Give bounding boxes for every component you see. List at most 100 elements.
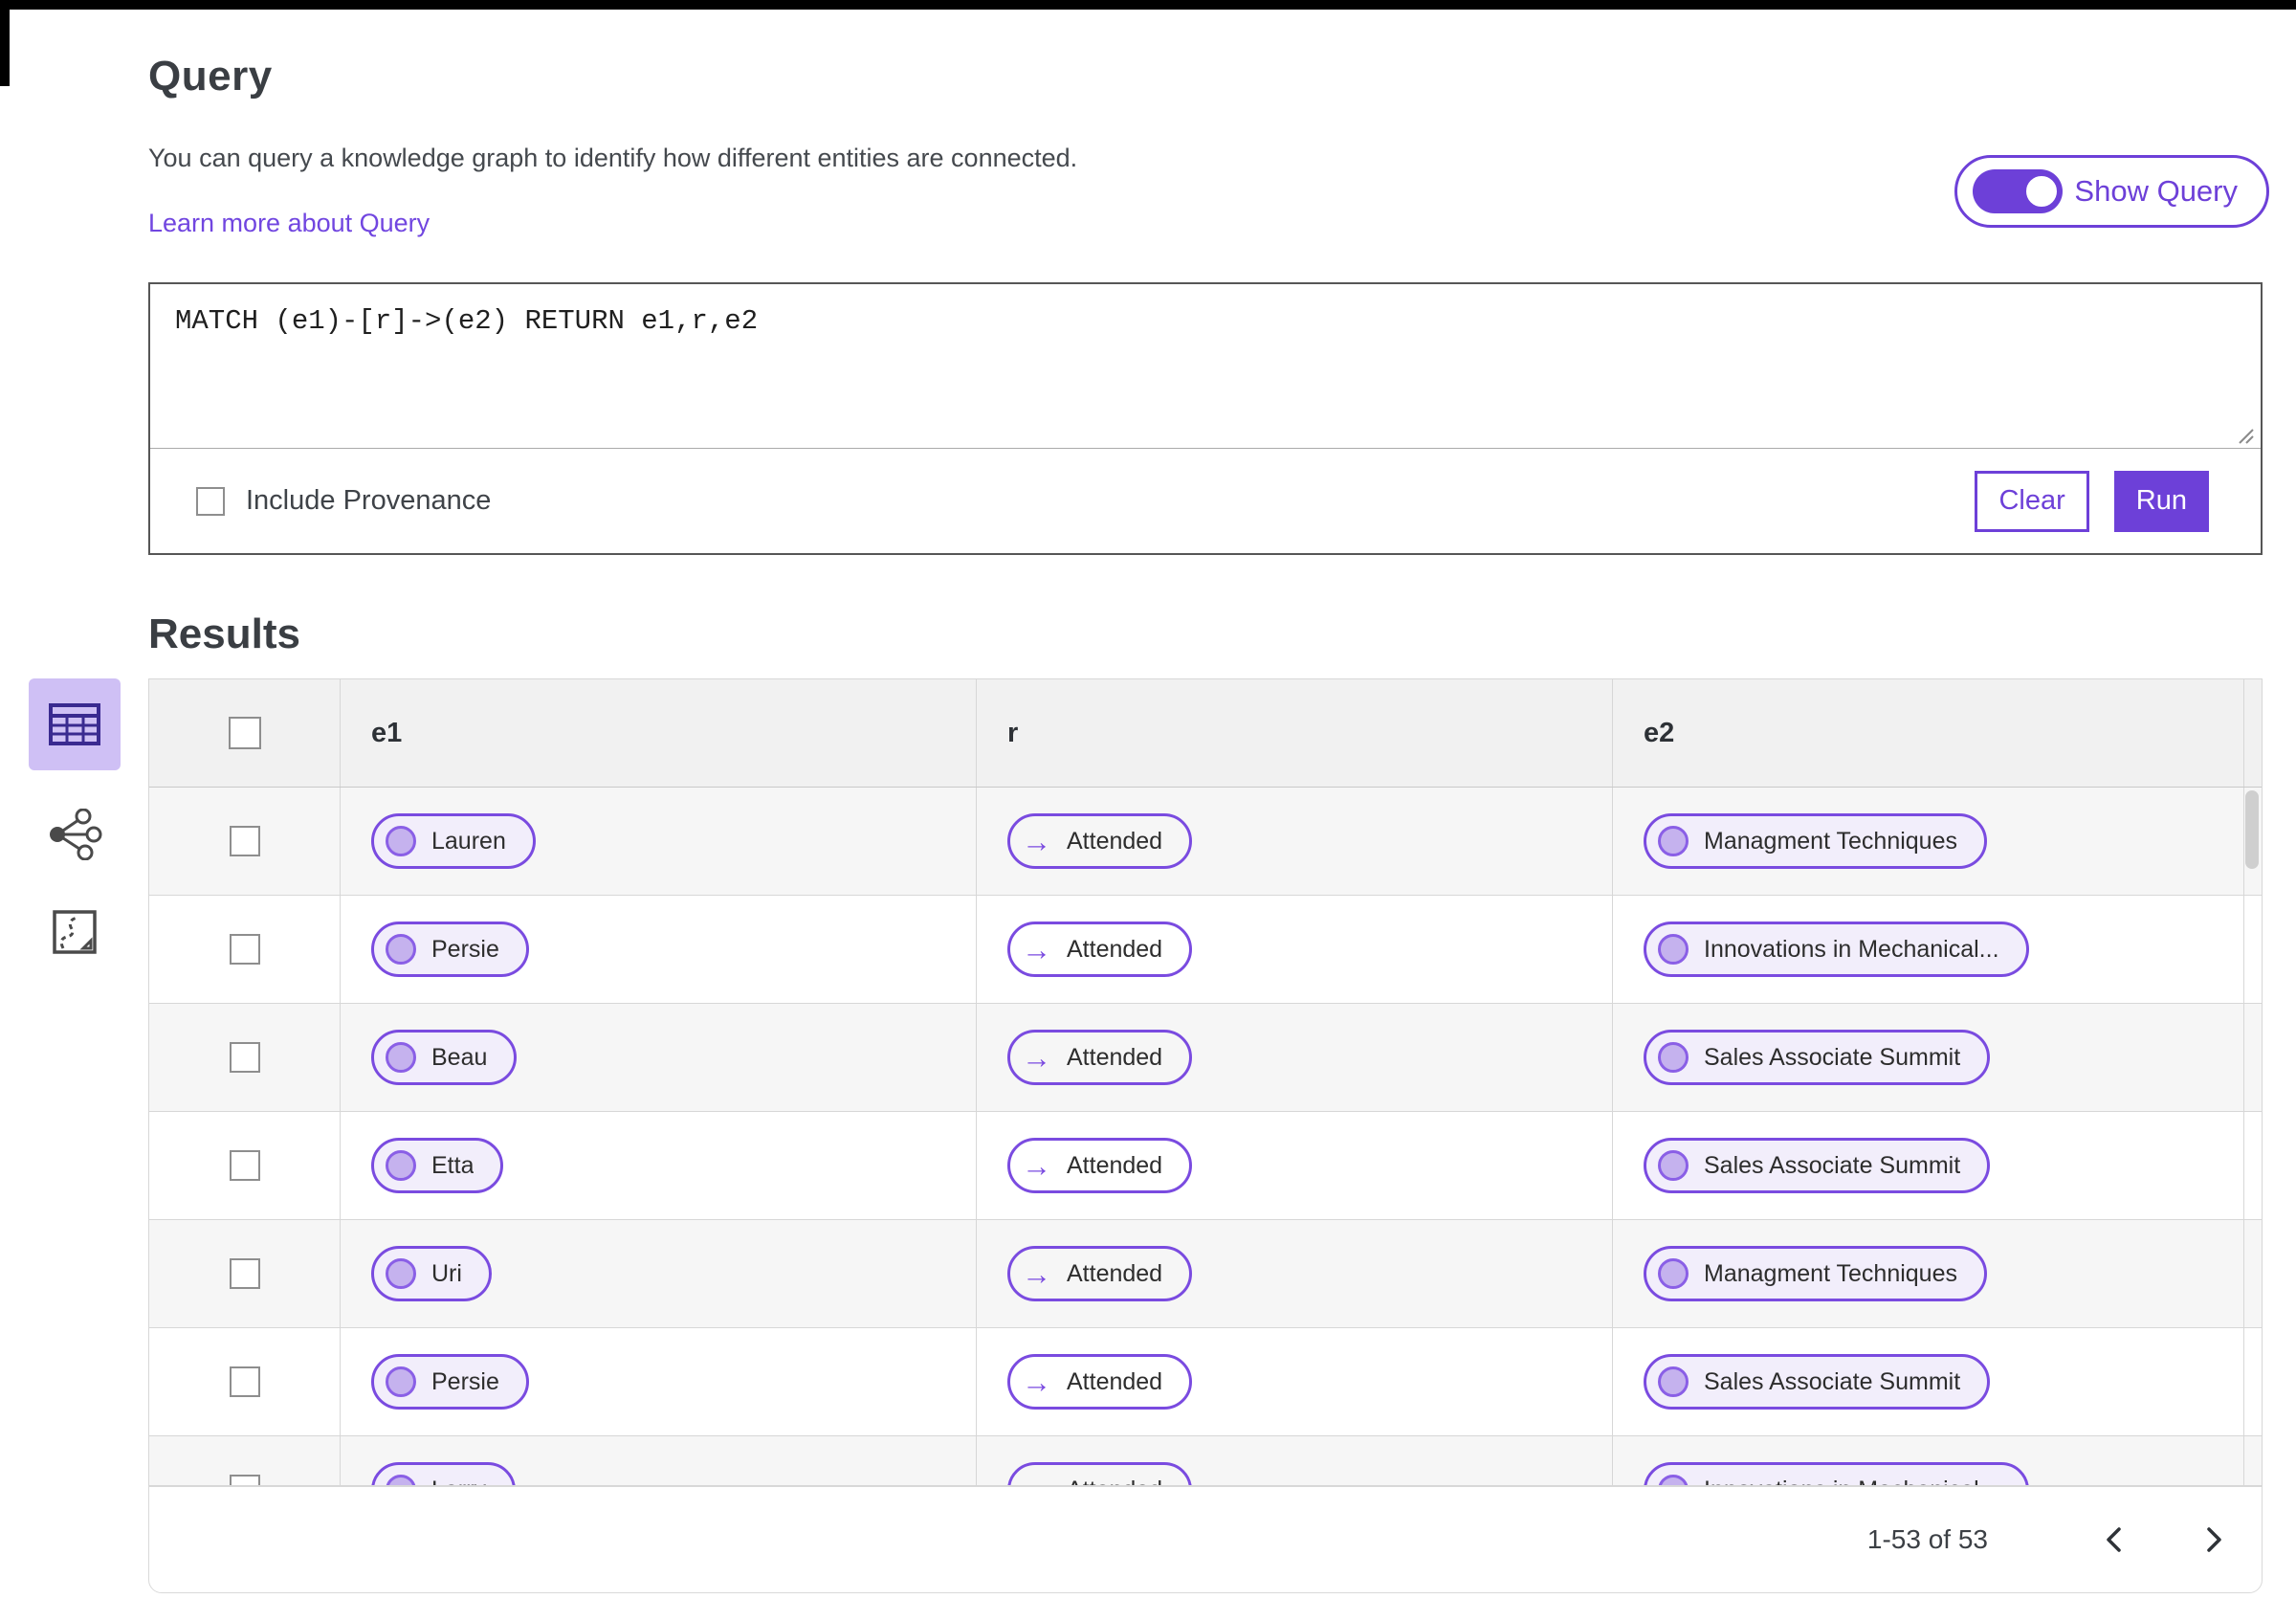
- relation-pill[interactable]: → Attended: [1007, 1462, 1193, 1486]
- table-header-row: e1 r e2: [149, 679, 2262, 788]
- entity-pill[interactable]: Managment Techniques: [1644, 813, 1987, 869]
- row-checkbox[interactable]: [229, 1042, 260, 1073]
- clear-button[interactable]: Clear: [1975, 470, 2089, 532]
- arrow-right-icon: →: [1022, 932, 1051, 966]
- table-row: Persie → Attended Sales Associate Summit: [149, 1328, 2262, 1436]
- window-left-border: [0, 0, 10, 86]
- select-all-checkbox[interactable]: [228, 717, 261, 749]
- entity-label: Persie: [431, 935, 499, 963]
- relation-label: Attended: [1067, 1367, 1163, 1395]
- entity-pill[interactable]: Sales Associate Summit: [1644, 1354, 1991, 1410]
- entity-node-icon: [1658, 1366, 1689, 1397]
- map-view-button[interactable]: [41, 899, 108, 966]
- scrollbar-gutter: [2243, 1004, 2262, 1111]
- column-header-r: r: [976, 679, 1612, 787]
- entity-node-icon: [1658, 1475, 1689, 1485]
- relation-pill[interactable]: → Attended: [1007, 1246, 1193, 1301]
- e2-cell: Innovations in Mechanical...: [1612, 896, 2243, 1003]
- table-row: Lauren → Attended Managment Techniques: [149, 788, 2262, 896]
- table-row: Uri → Attended Managment Techniques: [149, 1220, 2262, 1328]
- arrow-right-icon: →: [1022, 1256, 1051, 1291]
- query-actions: Clear Run: [1975, 470, 2209, 532]
- learn-more-link[interactable]: Learn more about Query: [148, 209, 430, 237]
- entity-label: Sales Associate Summit: [1704, 1367, 1961, 1395]
- entity-pill[interactable]: Etta: [371, 1138, 504, 1193]
- entity-pill[interactable]: Larry: [371, 1462, 516, 1485]
- relation-pill[interactable]: → Attended: [1007, 1138, 1193, 1193]
- window-top-border: [0, 0, 2296, 10]
- run-button[interactable]: Run: [2113, 470, 2209, 532]
- arrow-right-icon: →: [1022, 1148, 1051, 1183]
- e1-cell: Uri: [340, 1220, 976, 1327]
- e1-cell: Larry: [340, 1436, 976, 1485]
- entity-node-icon: [386, 1258, 416, 1289]
- scrollbar-gutter-header: [2243, 679, 2262, 787]
- scrollbar-gutter: [2243, 896, 2262, 1003]
- r-cell: → Attended: [976, 1328, 1612, 1435]
- entity-pill[interactable]: Managment Techniques: [1644, 1246, 1987, 1301]
- relation-pill[interactable]: → Attended: [1007, 1030, 1193, 1085]
- relation-label: Attended: [1067, 1477, 1162, 1486]
- relation-pill[interactable]: → Attended: [1007, 1354, 1193, 1410]
- r-cell: → Attended: [976, 788, 1612, 895]
- entity-pill[interactable]: Uri: [371, 1246, 492, 1301]
- relation-label: Attended: [1067, 1151, 1163, 1179]
- entity-label: Sales Associate Summit: [1704, 1043, 1961, 1071]
- include-provenance-checkbox[interactable]: [196, 486, 225, 516]
- column-header-e2: e2: [1612, 679, 2243, 787]
- results-title: Results: [148, 611, 300, 657]
- arrow-right-icon: →: [1022, 1476, 1051, 1486]
- arrow-right-icon: →: [1022, 1365, 1051, 1399]
- e2-cell: Managment Techniques: [1612, 788, 2243, 895]
- entity-label: Beau: [431, 1043, 488, 1071]
- entity-node-icon: [1658, 1042, 1689, 1073]
- toggle-switch-icon[interactable]: [1973, 169, 2064, 213]
- entity-node-icon: [1658, 826, 1689, 856]
- include-provenance-option[interactable]: Include Provenance: [196, 485, 491, 517]
- entity-node-icon: [386, 934, 416, 965]
- table-view-button[interactable]: [29, 678, 121, 770]
- resize-handle-icon[interactable]: [2234, 424, 2255, 445]
- view-switcher: [27, 678, 122, 966]
- entity-pill[interactable]: Innovations in Mechanical...: [1644, 922, 2029, 977]
- page-title: Query: [148, 53, 273, 100]
- entity-node-icon: [386, 1042, 416, 1073]
- entity-pill[interactable]: Persie: [371, 922, 529, 977]
- row-checkbox[interactable]: [229, 1366, 260, 1397]
- query-editor-box: MATCH (e1)-[r]->(e2) RETURN e1,r,e2 Incl…: [148, 282, 2263, 555]
- relation-pill[interactable]: → Attended: [1007, 813, 1193, 869]
- entity-pill[interactable]: Persie: [371, 1354, 529, 1410]
- table-scrollbar-thumb[interactable]: [2245, 790, 2259, 869]
- entity-pill[interactable]: Beau: [371, 1030, 518, 1085]
- row-checkbox[interactable]: [229, 1150, 260, 1181]
- scrollbar-gutter: [2243, 1220, 2262, 1327]
- relation-label: Attended: [1067, 935, 1163, 963]
- entity-pill[interactable]: Innovations in Mechanical...: [1644, 1462, 2029, 1485]
- row-checkbox[interactable]: [229, 934, 260, 965]
- row-checkbox[interactable]: [229, 826, 260, 856]
- relation-pill[interactable]: → Attended: [1007, 922, 1193, 977]
- e2-cell: Sales Associate Summit: [1612, 1004, 2243, 1111]
- scrollbar-gutter: [2243, 788, 2262, 895]
- entity-pill[interactable]: Sales Associate Summit: [1644, 1030, 1991, 1085]
- pagination-prev-button[interactable]: [2093, 1519, 2135, 1561]
- entity-pill[interactable]: Lauren: [371, 813, 536, 869]
- row-checkbox[interactable]: [229, 1258, 260, 1289]
- e1-cell: Etta: [340, 1112, 976, 1219]
- entity-node-icon: [386, 826, 416, 856]
- entity-label: Etta: [431, 1151, 475, 1179]
- show-query-toggle[interactable]: Show Query: [1954, 155, 2269, 228]
- query-input[interactable]: MATCH (e1)-[r]->(e2) RETURN e1,r,e2: [150, 284, 2261, 450]
- select-all-cell: [149, 679, 340, 787]
- entity-label: Sales Associate Summit: [1704, 1151, 1961, 1179]
- row-checkbox[interactable]: [229, 1475, 260, 1485]
- relation-label: Attended: [1067, 827, 1163, 855]
- entity-pill[interactable]: Sales Associate Summit: [1644, 1138, 1991, 1193]
- toggle-knob: [2022, 172, 2062, 211]
- pagination-next-button[interactable]: [2193, 1519, 2235, 1561]
- relation-label: Attended: [1067, 1043, 1163, 1071]
- r-cell: → Attended: [976, 896, 1612, 1003]
- graph-view-button[interactable]: [41, 801, 108, 868]
- table-row: Etta → Attended Sales Associate Summit: [149, 1112, 2262, 1220]
